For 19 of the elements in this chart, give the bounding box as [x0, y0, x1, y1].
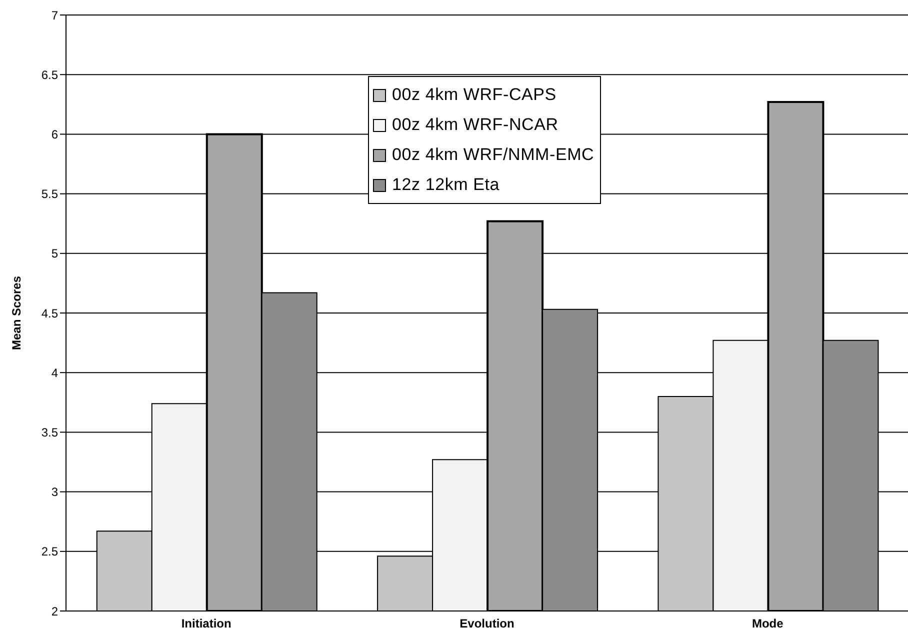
y-tick-label: 2 — [51, 604, 58, 618]
y-tick-label: 3 — [51, 485, 58, 500]
y-tick-label: 6.5 — [41, 68, 58, 82]
y-tick-label: 5 — [51, 246, 58, 261]
legend-label: 12z 12km Eta — [392, 175, 500, 195]
legend-label: 00z 4km WRF-CAPS — [392, 85, 556, 105]
y-tick-label: 4.5 — [41, 306, 58, 320]
x-tick-label: Evolution — [460, 616, 514, 631]
y-tick-label: 3.5 — [41, 425, 58, 440]
y-tick-label: 2.5 — [41, 544, 58, 559]
y-axis-title: Mean Scores — [9, 276, 24, 350]
y-tick-label: 6 — [51, 127, 58, 142]
legend-label: 00z 4km WRF/NMM-EMC — [392, 145, 594, 165]
legend-label: 00z 4km WRF-NCAR — [392, 115, 558, 135]
y-tick-label: 7 — [51, 8, 58, 22]
x-tick-label: Mode — [752, 616, 784, 631]
x-tick-label: Initiation — [181, 616, 232, 631]
y-tick-label: 4 — [51, 366, 58, 380]
y-tick-label: 5.5 — [41, 187, 58, 202]
